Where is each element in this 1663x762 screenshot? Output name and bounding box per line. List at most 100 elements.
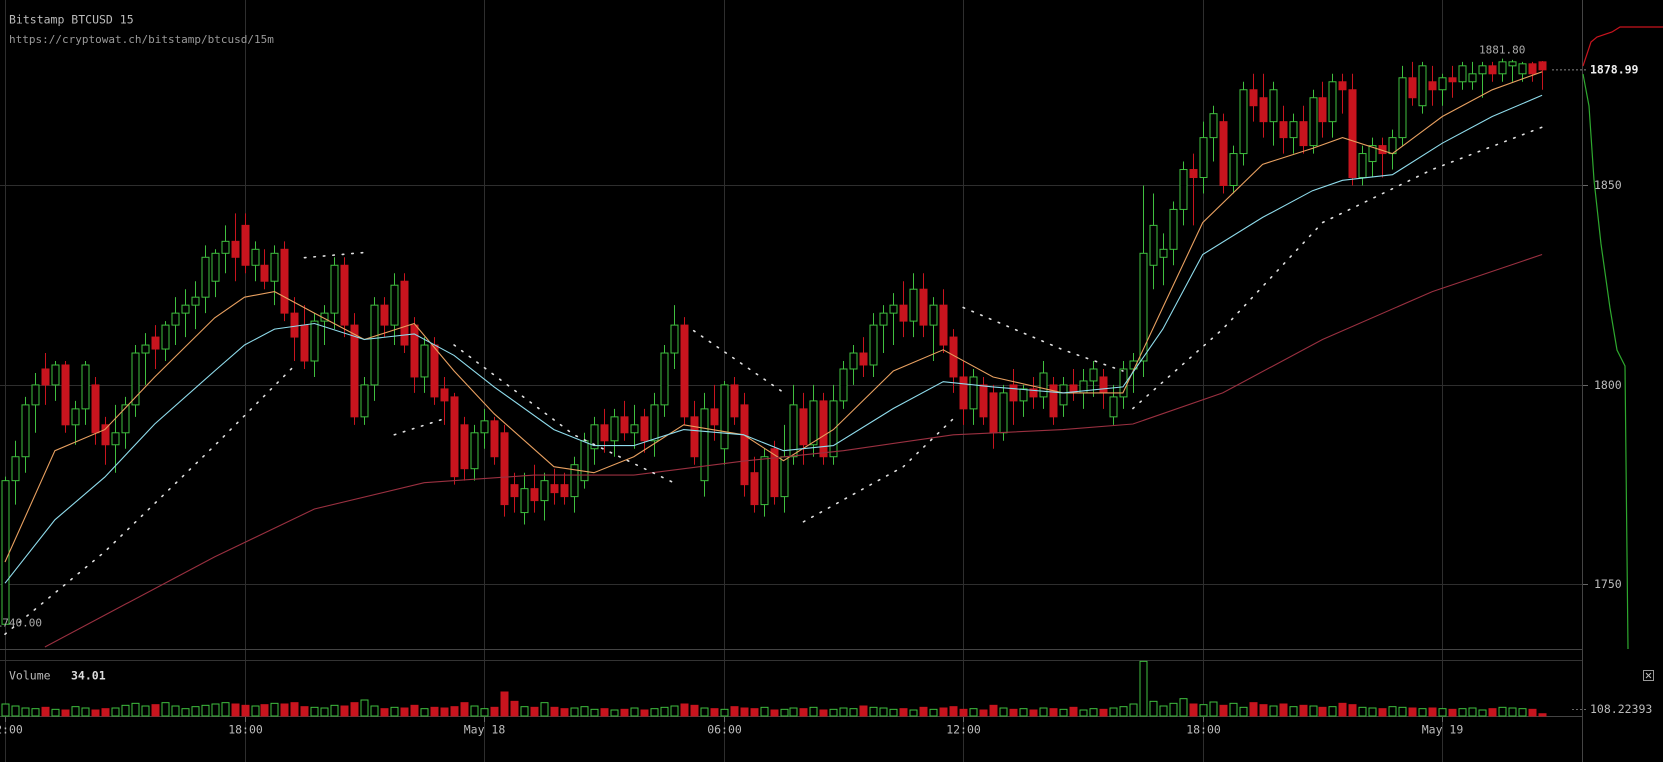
candle-body: [101, 424, 110, 446]
candle-body: [370, 304, 379, 386]
candle-body: [1438, 77, 1447, 91]
y-tick-label: 1750: [1594, 577, 1622, 591]
candle-body: [700, 408, 709, 482]
volume-bar: [500, 691, 509, 717]
candle-body: [141, 344, 150, 354]
candle-body: [290, 312, 299, 338]
volume-bar: [1398, 706, 1407, 717]
volume-bar: [280, 703, 289, 717]
volume-bar: [899, 708, 908, 717]
candle-body: [330, 264, 339, 314]
volume-bar: [1528, 708, 1537, 717]
candle-body: [480, 420, 489, 434]
candle-body: [780, 456, 789, 498]
candle-body: [740, 404, 749, 486]
candle-body: [1309, 97, 1318, 147]
candle-body: [260, 264, 269, 282]
candle-body: [789, 404, 798, 458]
candle-body: [81, 364, 90, 410]
volume-bar: [1149, 700, 1158, 717]
volume-bar: [1328, 706, 1337, 717]
volume-bar: [1428, 707, 1437, 717]
candle-body: [490, 420, 499, 458]
candle-body: [1368, 145, 1377, 163]
volume-bar: [1019, 708, 1028, 717]
volume-bar: [310, 706, 319, 717]
candle-body: [760, 456, 769, 506]
candle-body: [400, 280, 409, 346]
volume-bar: [750, 708, 759, 717]
volume-bar: [760, 706, 769, 717]
last-price-label: 1878.99: [1590, 62, 1639, 76]
volume-bar: [969, 708, 978, 717]
candle-body: [560, 484, 569, 498]
candle-body: [111, 432, 120, 446]
volume-bar: [600, 708, 609, 717]
volume-bar: [650, 708, 659, 717]
volume-bar: [1538, 713, 1547, 717]
volume-bar: [1309, 705, 1318, 717]
candle-body: [770, 448, 779, 498]
volume-bar: [1388, 706, 1397, 717]
volume-bar: [710, 708, 719, 717]
candle-body: [91, 384, 100, 434]
volume-bar: [1219, 704, 1228, 717]
candle-body: [430, 344, 439, 398]
volume-bar: [869, 706, 878, 717]
candle-body: [161, 324, 170, 350]
volume-bar: [430, 706, 439, 717]
volume-bar: [809, 706, 818, 717]
volume-bar: [700, 707, 709, 717]
volume-bar: [780, 708, 789, 717]
candle-body: [799, 408, 808, 446]
volume-bar: [1259, 704, 1268, 717]
candle-body: [1179, 169, 1188, 210]
candle-body: [939, 304, 948, 346]
volume-bar: [91, 709, 100, 717]
volume-bar: [1089, 708, 1098, 717]
volume-bar: [540, 702, 549, 717]
volume-bar: [380, 708, 389, 717]
close-box[interactable]: [1643, 670, 1654, 681]
volume-bar: [400, 707, 409, 717]
candle-body: [1029, 388, 1038, 398]
depth-asks: [1582, 26, 1663, 67]
volume-bar: [690, 704, 699, 717]
close-button[interactable]: [1643, 670, 1654, 681]
candle-body: [1528, 63, 1537, 75]
volume-bar: [939, 707, 948, 717]
candle-body: [380, 304, 389, 326]
candle-body: [1019, 388, 1028, 402]
volume-bar: [1358, 706, 1367, 717]
candle-body: [730, 384, 739, 418]
candle-body: [550, 484, 559, 494]
volume-bar: [480, 708, 489, 717]
candle-body: [530, 488, 539, 502]
x-tick-label: 12:00: [0, 723, 23, 737]
volume-bar: [1229, 702, 1238, 717]
volume-bar: [959, 708, 968, 717]
candle-body: [1089, 368, 1098, 382]
candle-body: [51, 364, 60, 386]
candle-body: [151, 336, 160, 350]
candle-body: [510, 484, 519, 498]
volume-bar: [330, 704, 339, 717]
candle-body: [1149, 224, 1158, 266]
volume-bar: [300, 706, 309, 717]
candle-body: [1269, 89, 1278, 123]
chart-title: Bitstamp BTCUSD 15: [9, 13, 134, 27]
volume-bar: [1378, 708, 1387, 717]
volume-bar: [211, 703, 220, 717]
volume-bar: [171, 705, 180, 717]
volume-bar: [340, 705, 349, 717]
candle-body: [570, 464, 579, 498]
volume-bar: [1239, 706, 1248, 717]
candle-body: [1538, 61, 1547, 71]
close-icon[interactable]: [1645, 672, 1652, 679]
volume-bar: [1348, 704, 1357, 717]
volume-bar: [1418, 708, 1427, 717]
candle-body: [1478, 65, 1487, 75]
volume-bar: [1508, 707, 1517, 717]
volume-bar: [720, 708, 729, 717]
